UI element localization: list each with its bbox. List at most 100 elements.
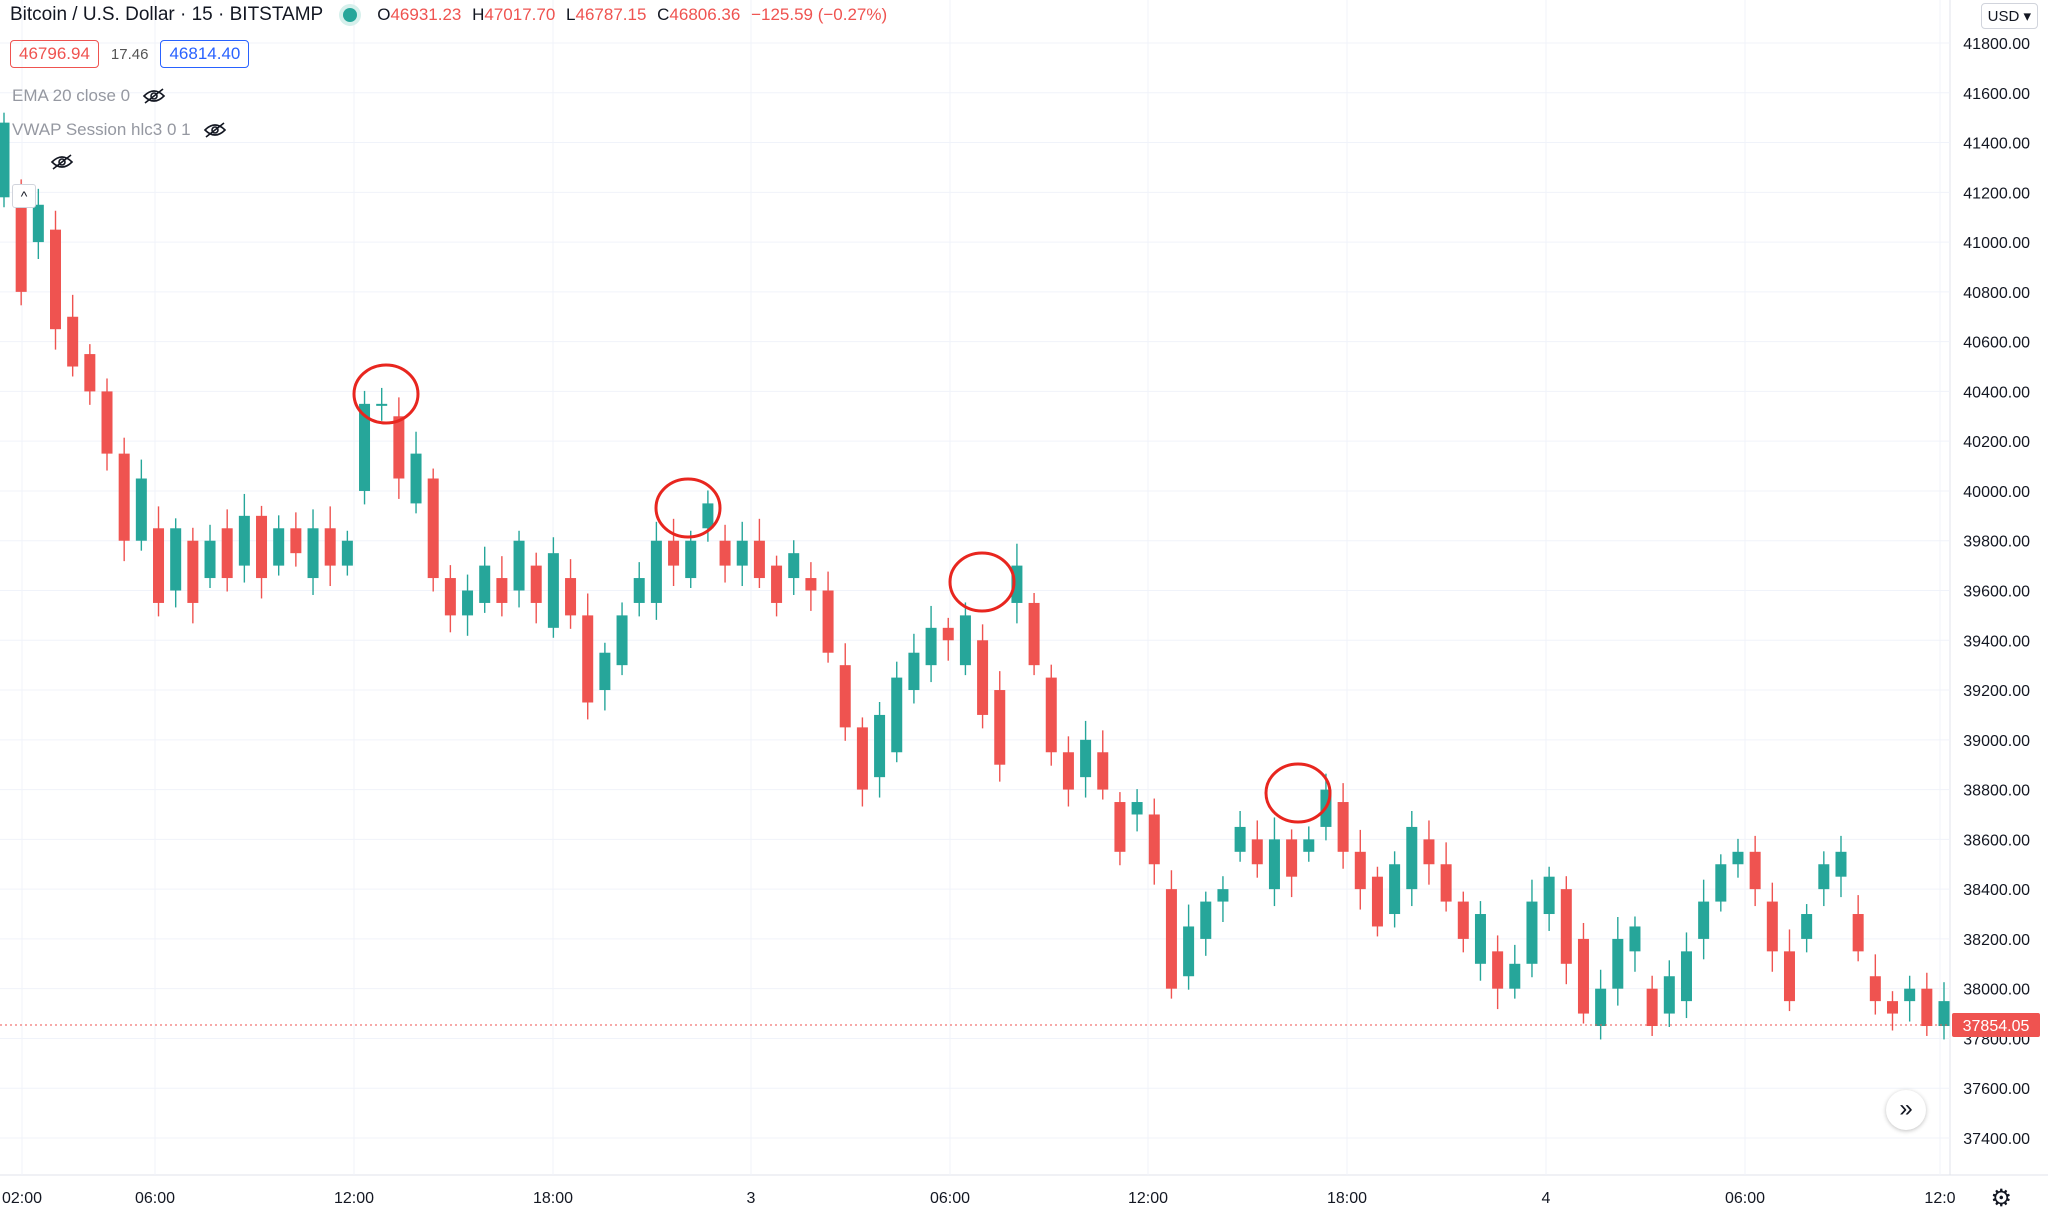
candle-body — [1509, 963, 1521, 989]
candle-up — [410, 431, 422, 514]
candle-body — [1080, 739, 1092, 778]
candle-up — [359, 390, 371, 505]
x-tick-label: 18:00 — [533, 1190, 573, 1207]
candle-up — [650, 521, 662, 620]
candle-down — [221, 509, 233, 592]
candle-body — [1474, 914, 1486, 964]
gear-icon[interactable]: ⚙ — [1990, 1185, 2012, 1212]
candle-body — [1783, 951, 1795, 1002]
candle-body — [1663, 976, 1675, 1014]
high-label: H — [472, 5, 485, 24]
candle-body — [15, 192, 27, 292]
candle-up — [1406, 810, 1418, 907]
y-tick-label: 38000.00 — [1963, 982, 2030, 999]
candle-body — [290, 528, 302, 554]
y-tick-label: 38600.00 — [1963, 832, 2030, 849]
last-price-badge — [1952, 1013, 2040, 1038]
indicator-ema[interactable]: EMA 20 close 0 — [12, 86, 166, 106]
eye-off-icon[interactable] — [142, 88, 166, 104]
candle-body — [1749, 851, 1761, 890]
candle-body — [1886, 1001, 1898, 1014]
candle-up — [1732, 838, 1744, 878]
candle-body — [1406, 826, 1418, 890]
candle-down — [1440, 842, 1452, 912]
close-value: 46806.36 — [669, 5, 741, 24]
candle-up — [1680, 932, 1692, 1019]
candle-up — [685, 530, 697, 589]
symbol-title[interactable]: Bitcoin / U.S. Dollar · 15 · BITSTAMP — [10, 4, 324, 25]
candle-down — [565, 559, 577, 629]
candle-body — [1938, 1001, 1950, 1027]
candle-up — [376, 387, 388, 421]
candle-down — [101, 378, 113, 471]
candle-down — [856, 717, 868, 807]
candle-down — [530, 552, 542, 624]
annotation-circle — [352, 363, 420, 425]
x-tick-label: 12:00 — [1128, 1190, 1168, 1207]
candle-up — [1715, 854, 1727, 912]
candle-body — [204, 540, 216, 579]
candle-down — [1286, 829, 1298, 898]
candle-body — [1148, 814, 1160, 865]
candle-up — [1904, 975, 1916, 1022]
double-chevron-right-icon[interactable]: » — [1886, 1090, 1926, 1130]
candle-body — [1440, 864, 1452, 902]
candle-body — [1835, 851, 1847, 877]
candle-body — [1629, 926, 1641, 952]
last-price-label: 37854.05 — [1963, 1018, 2030, 1035]
candle-down — [1852, 895, 1864, 962]
currency-selector[interactable]: USD ▾ — [1980, 3, 2038, 29]
candle-up — [599, 642, 611, 711]
candle-down — [1045, 664, 1057, 766]
candle-body — [1715, 864, 1727, 902]
candle-body — [410, 453, 422, 504]
sell-price-button[interactable]: 46796.94 — [10, 40, 99, 68]
candle-down — [1114, 792, 1126, 866]
x-tick-label: 06:00 — [930, 1190, 970, 1207]
indicator-ema-label: EMA 20 close 0 — [12, 86, 131, 105]
candle-up — [1818, 851, 1830, 907]
y-tick-label: 37600.00 — [1963, 1081, 2030, 1098]
indicator-hidden[interactable] — [50, 154, 74, 170]
candle-body — [1234, 826, 1246, 852]
candle-body — [0, 122, 10, 198]
candle-body — [1680, 951, 1692, 1002]
close-label: C — [657, 5, 670, 24]
eye-off-icon[interactable] — [50, 154, 74, 170]
low-value: 46787.15 — [575, 5, 647, 24]
y-tick-label: 40800.00 — [1963, 285, 2030, 302]
candle-body — [753, 540, 765, 579]
candle-body — [874, 714, 886, 778]
candle-body — [1268, 839, 1280, 890]
annotations — [352, 363, 1332, 824]
candle-body — [599, 652, 611, 691]
candle-down — [1148, 798, 1160, 885]
candle-body — [118, 453, 130, 541]
candle-up — [736, 521, 748, 587]
eye-off-icon[interactable] — [203, 122, 227, 138]
candle-up — [170, 518, 182, 608]
chevron-up-icon[interactable]: ^ — [12, 184, 36, 208]
candle-body — [479, 565, 491, 603]
candle-body — [376, 403, 388, 406]
annotation-circle — [654, 477, 722, 539]
indicator-vwap[interactable]: VWAP Session hlc3 0 1 — [12, 120, 227, 140]
buy-price-button[interactable]: 46814.40 — [160, 40, 250, 68]
candle-down — [1766, 882, 1778, 972]
candles — [0, 112, 1950, 1040]
candle-body — [1217, 889, 1229, 902]
candle-body — [891, 677, 903, 753]
candle-down — [582, 593, 594, 720]
candle-body — [444, 578, 456, 616]
candle-body — [170, 528, 182, 591]
candle-up — [702, 490, 714, 542]
candle-body — [1612, 938, 1624, 989]
candle-body — [427, 478, 439, 579]
y-tick-label: 40000.00 — [1963, 484, 2030, 501]
candle-up — [1938, 982, 1950, 1040]
candle-body — [839, 665, 851, 728]
chart-grid — [0, 0, 2048, 1176]
candle-body — [67, 316, 79, 367]
candle-up — [1011, 543, 1023, 624]
